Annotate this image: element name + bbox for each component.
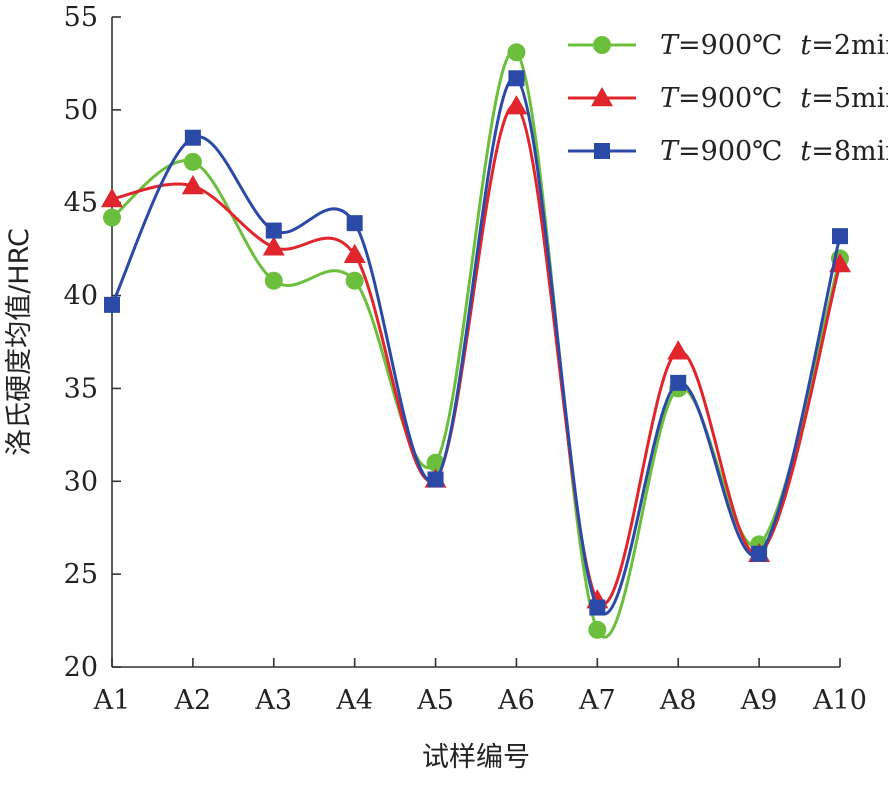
y-tick-label: 50 (64, 95, 98, 126)
data-point (265, 222, 282, 239)
data-point (346, 215, 363, 232)
series-3 (104, 70, 848, 616)
data-point (343, 243, 366, 263)
y-tick-label: 40 (64, 281, 98, 312)
x-tick-label: A7 (578, 685, 616, 716)
data-point (264, 271, 283, 290)
x-tick-label: A2 (174, 685, 212, 716)
series-line (111, 104, 842, 606)
data-point (588, 620, 607, 639)
y-tick-label: 35 (64, 373, 98, 404)
data-point (426, 453, 445, 472)
x-tick-label: A3 (254, 685, 292, 716)
data-point (262, 236, 285, 256)
data-point (832, 228, 848, 245)
data-point (104, 296, 120, 313)
y-tick-label: 55 (64, 2, 98, 33)
x-axis-title: 试样编号 (422, 742, 530, 773)
data-point (181, 175, 204, 195)
legend-marker (591, 87, 613, 107)
y-tick-label: 45 (64, 188, 98, 219)
series-layer (101, 43, 851, 639)
data-point (345, 271, 364, 290)
x-tick-label: A4 (335, 685, 373, 716)
data-point (507, 43, 526, 62)
data-point (103, 208, 121, 227)
data-point (589, 599, 606, 616)
legend-label: T=900℃t=2min (660, 30, 888, 61)
data-point (184, 129, 201, 146)
y-tick-label: 20 (64, 652, 98, 683)
legend-label: T=900℃t=5min (660, 83, 888, 114)
legend-item: T=900℃t=5min (568, 83, 888, 114)
data-point (183, 152, 202, 171)
data-point (427, 471, 444, 488)
x-tick-label: A8 (659, 685, 697, 716)
data-point (751, 545, 768, 562)
series-1 (103, 43, 849, 639)
data-point (667, 340, 690, 360)
legend: T=900℃t=2min T=900℃t=5min T=900℃t=8min (568, 30, 888, 167)
legend-marker (593, 36, 611, 54)
x-tick-label: A9 (740, 685, 778, 716)
y-tick-label: 30 (64, 466, 98, 497)
data-point (101, 188, 123, 208)
x-tick-label: A10 (812, 685, 867, 716)
y-axis-title: 洛氏硬度均值/HRC (4, 228, 35, 456)
data-point (508, 70, 525, 87)
axes (111, 17, 840, 668)
x-ticks: A1 A2 A3 A4 A5 A6 A7 A8 A9 A10 (93, 658, 867, 716)
legend-item: T=900℃t=8min (568, 136, 888, 167)
y-tick-label: 25 (64, 559, 98, 590)
data-point (505, 95, 528, 115)
x-tick-label: A6 (497, 685, 535, 716)
data-point (670, 374, 687, 391)
x-tick-label: A5 (416, 685, 454, 716)
x-tick-label: A1 (93, 685, 131, 716)
legend-label: T=900℃t=8min (660, 136, 888, 167)
legend-marker (594, 143, 610, 159)
legend-item: T=900℃t=2min (568, 30, 888, 61)
